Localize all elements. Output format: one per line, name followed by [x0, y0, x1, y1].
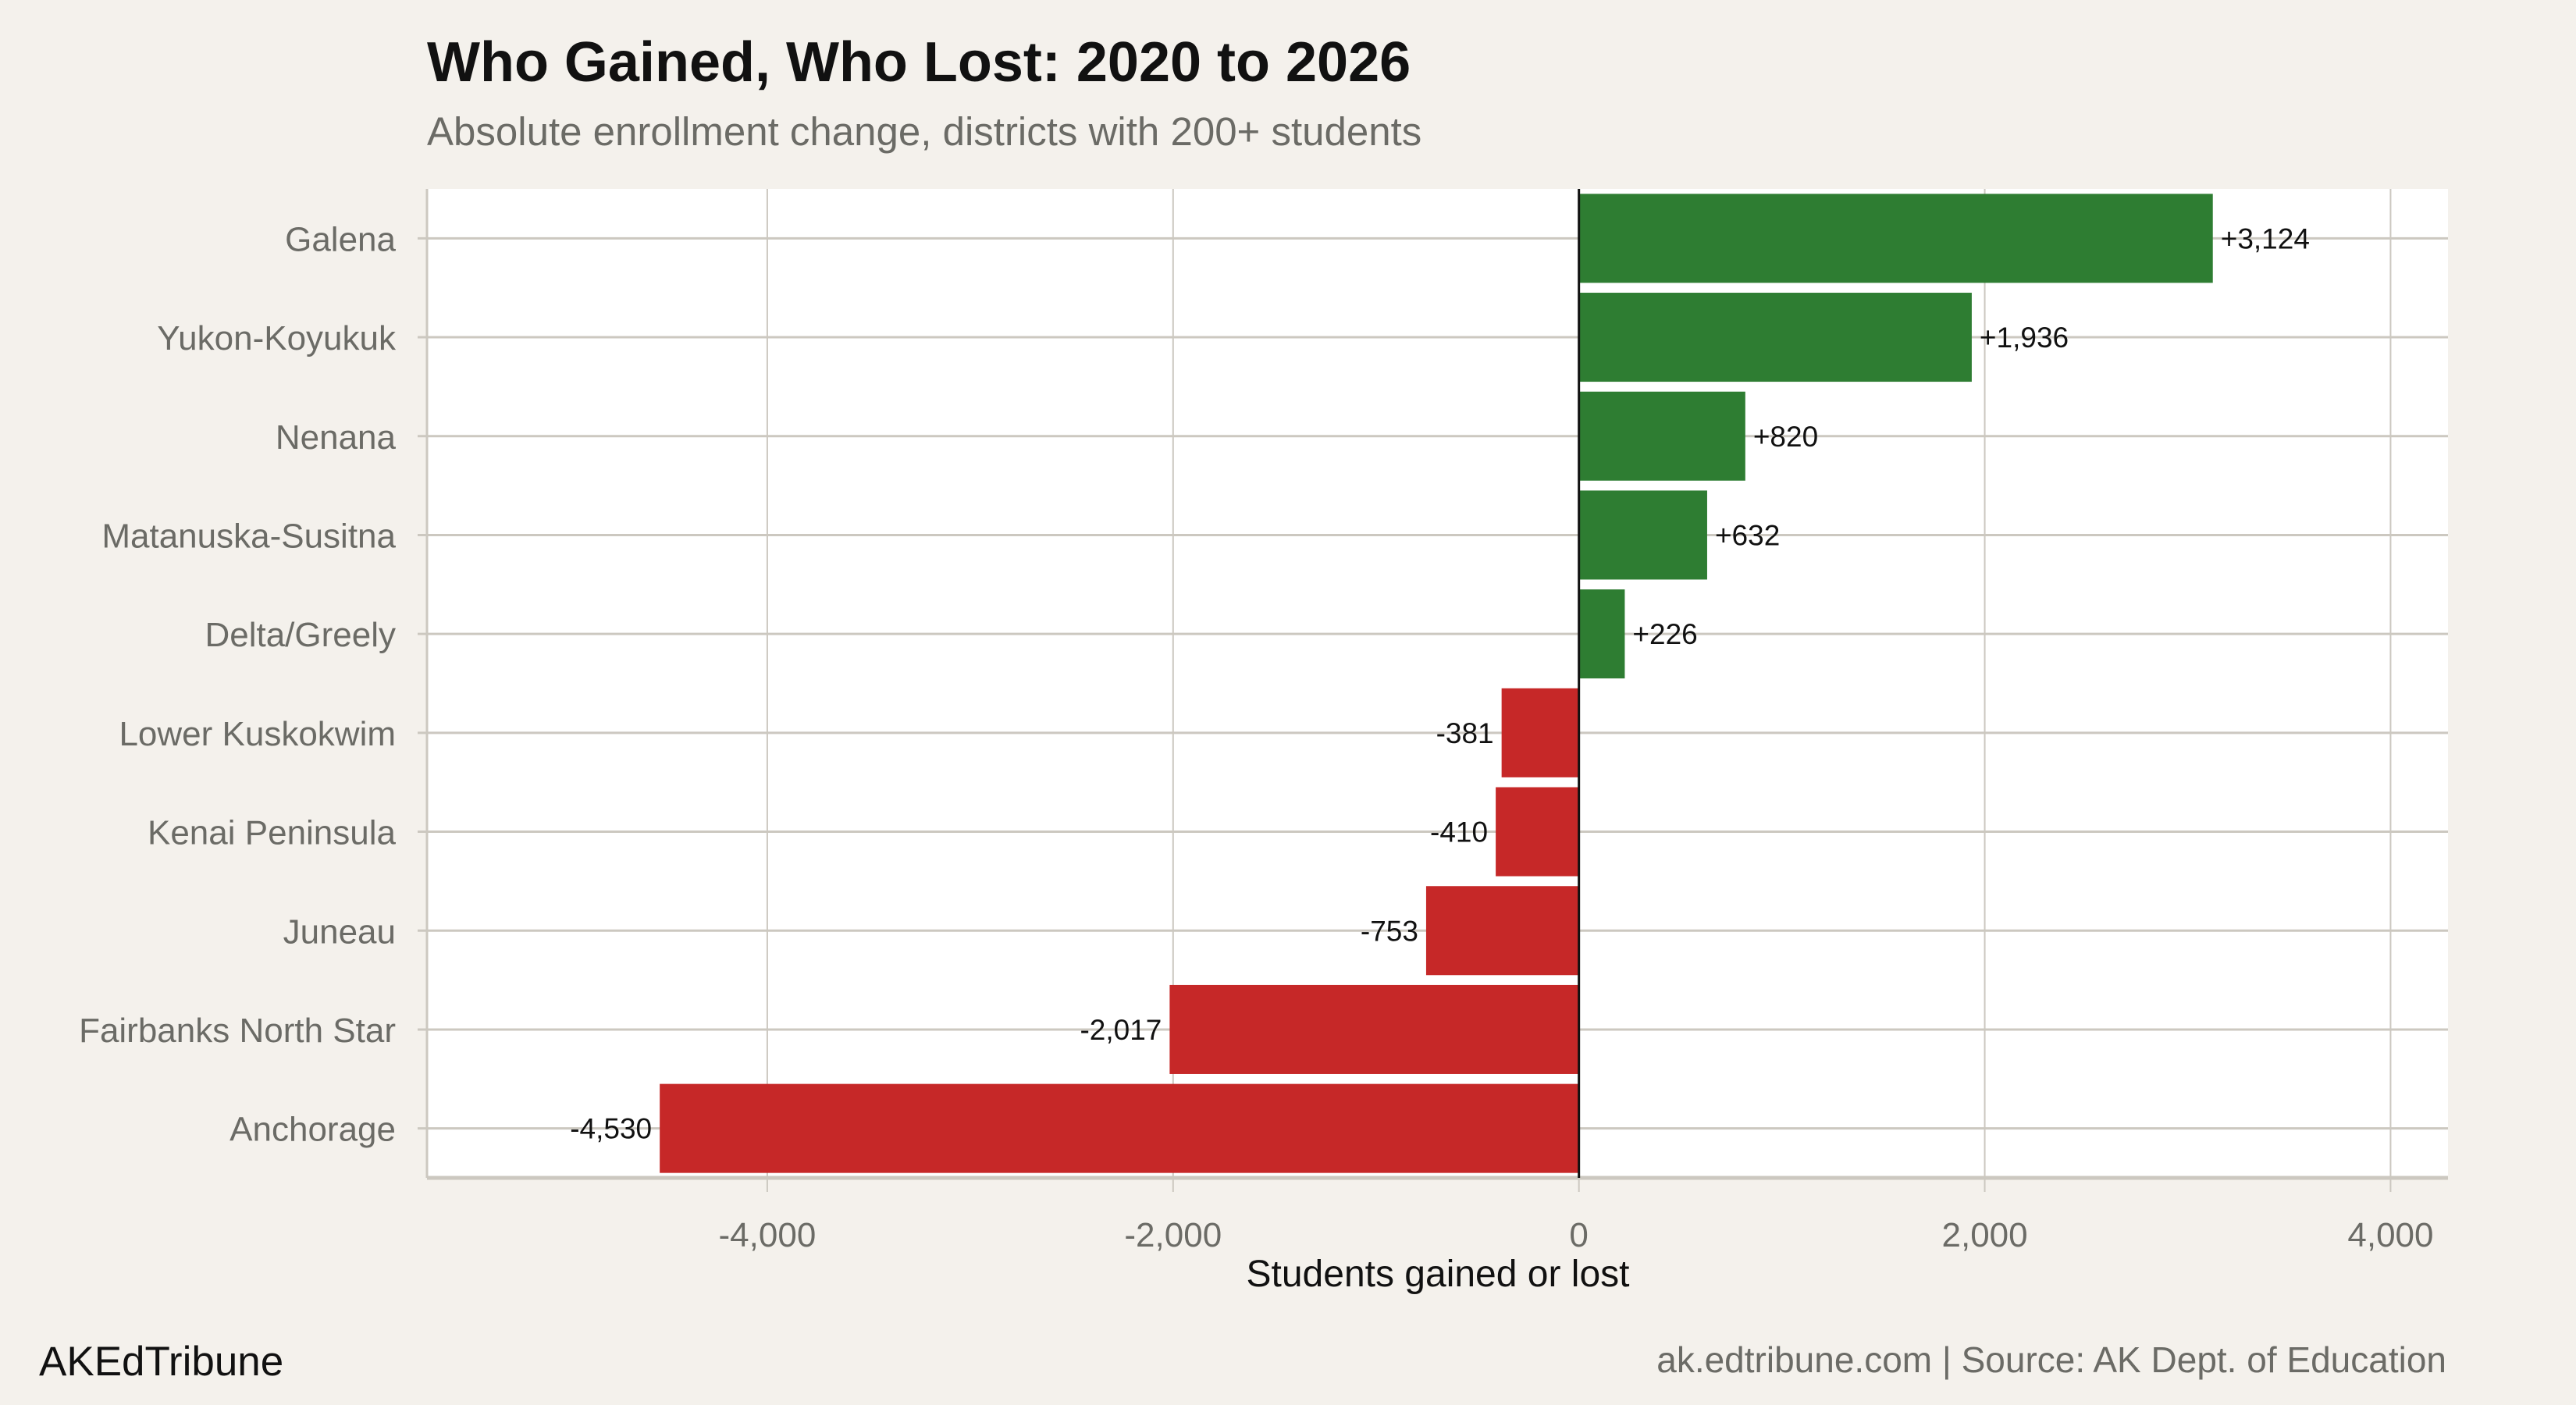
gain-bar	[1578, 194, 2213, 283]
y-tick-label: Lower Kuskokwim	[119, 715, 396, 753]
data-label: -2,017	[1080, 1014, 1162, 1046]
y-tick-label: Kenai Peninsula	[148, 814, 397, 852]
loss-bar	[1496, 787, 1579, 877]
x-tick-label: -2,000	[1124, 1216, 1222, 1254]
data-label: -4,530	[570, 1113, 652, 1145]
branding: AKEdTribune	[39, 1339, 283, 1385]
y-tick-label: Yukon-Koyukuk	[157, 319, 397, 357]
data-label: -410	[1430, 816, 1488, 848]
x-tick-label: 0	[1569, 1216, 1588, 1254]
x-tick-label: -4,000	[719, 1216, 817, 1254]
y-tick-label: Fairbanks North Star	[79, 1012, 396, 1050]
data-label: +226	[1632, 618, 1697, 650]
data-label: +1,936	[1980, 322, 2069, 354]
loss-bar	[1501, 688, 1579, 777]
gain-bar	[1578, 391, 1745, 481]
chart-subtitle: Absolute enrollment change, districts wi…	[427, 109, 1421, 154]
gain-bar	[1578, 589, 1625, 679]
data-label: +632	[1715, 519, 1780, 551]
loss-bar	[1425, 886, 1579, 976]
y-tick-label: Matanuska-Susitna	[101, 517, 396, 555]
gain-bar	[1578, 293, 1972, 382]
loss-bar	[1169, 984, 1579, 1074]
y-tick-label: Anchorage	[229, 1111, 396, 1149]
x-tick-label: 4,000	[2347, 1216, 2433, 1254]
data-label: -381	[1436, 717, 1494, 749]
y-tick-label: Nenana	[276, 418, 397, 457]
gain-bar	[1578, 490, 1707, 580]
caption: ak.edtribune.com | Source: AK Dept. of E…	[1656, 1339, 2446, 1380]
x-axis-label: Students gained or lost	[1247, 1254, 1630, 1295]
y-tick-label: Juneau	[283, 912, 396, 951]
y-tick-label: Galena	[285, 220, 396, 258]
x-tick-label: 2,000	[1942, 1216, 2028, 1254]
data-label: -753	[1361, 915, 1418, 947]
data-label: +3,124	[2221, 222, 2310, 254]
y-tick-label: Delta/Greely	[205, 616, 396, 654]
chart-title: Who Gained, Who Lost: 2020 to 2026	[427, 31, 1411, 94]
loss-bar	[660, 1083, 1579, 1173]
data-label: +820	[1753, 421, 1818, 453]
